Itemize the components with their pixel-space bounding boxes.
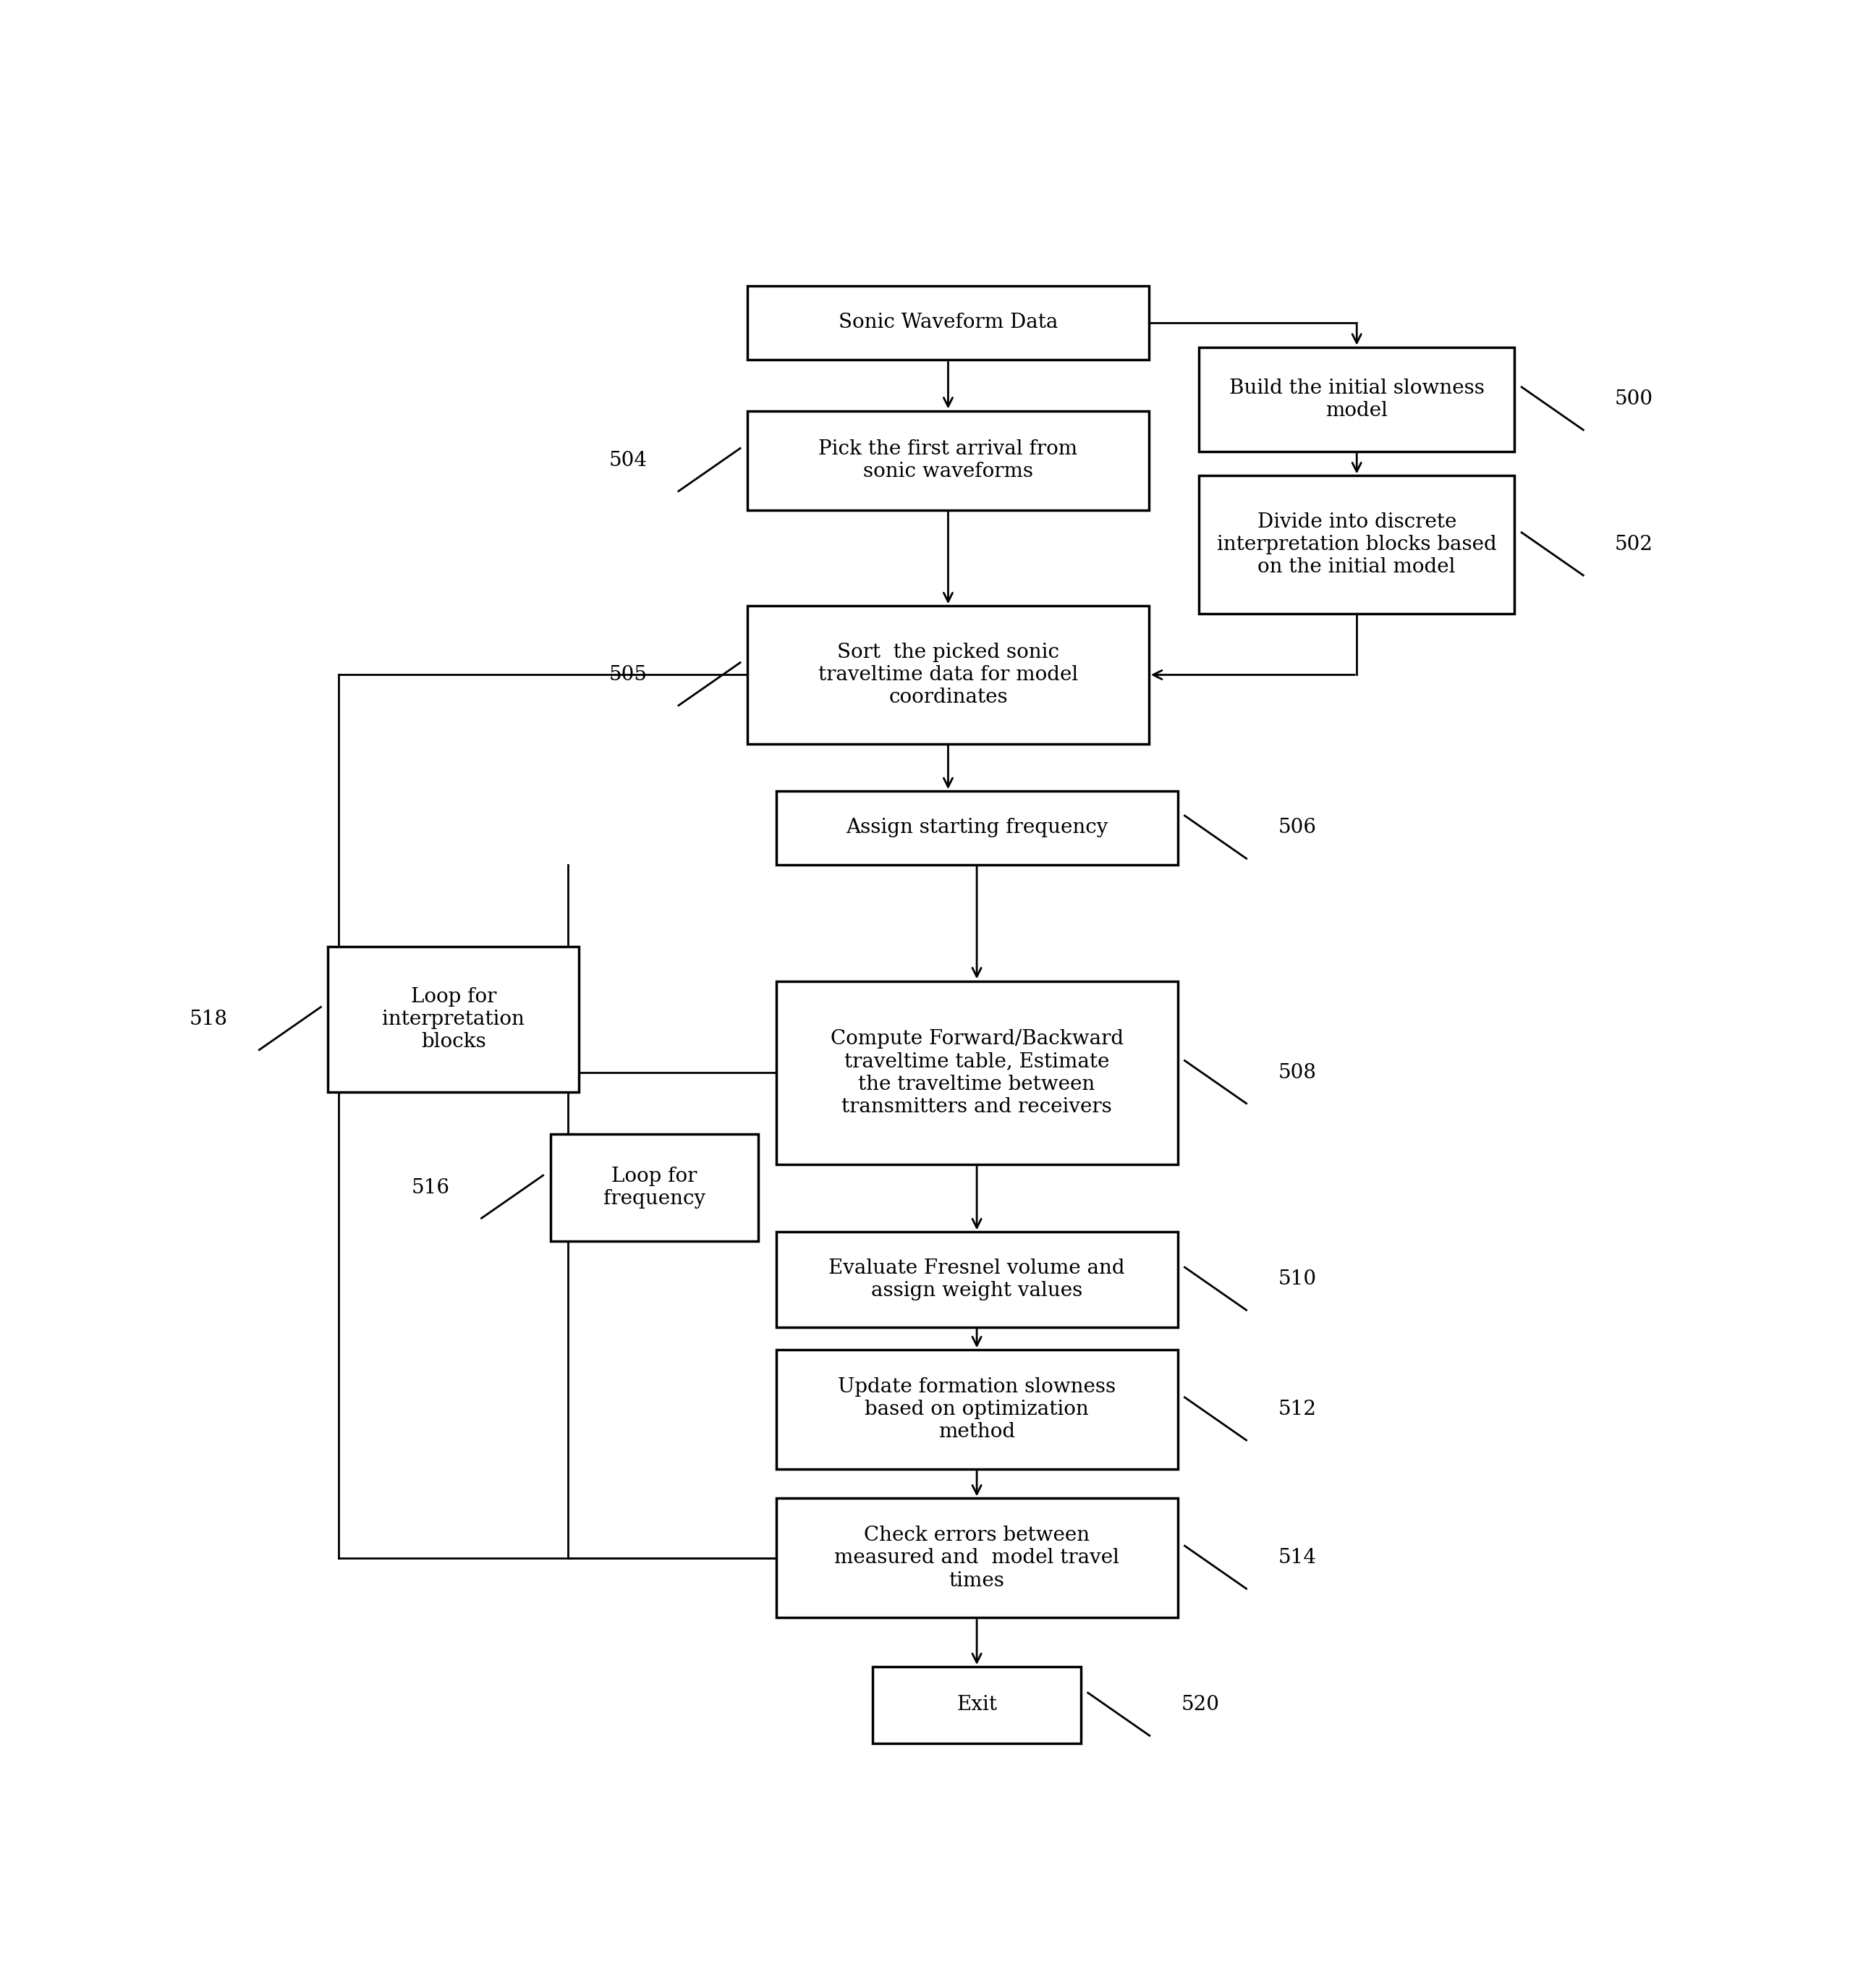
FancyBboxPatch shape <box>549 1133 758 1241</box>
FancyBboxPatch shape <box>873 1666 1080 1743</box>
Text: 504: 504 <box>609 451 647 471</box>
Text: Evaluate Fresnel volume and
assign weight values: Evaluate Fresnel volume and assign weigh… <box>829 1258 1125 1300</box>
Text: Exit: Exit <box>956 1696 997 1716</box>
Text: 514: 514 <box>1278 1549 1315 1569</box>
Text: Compute Forward/Backward
traveltime table, Estimate
the traveltime between
trans: Compute Forward/Backward traveltime tabl… <box>831 1030 1123 1117</box>
FancyBboxPatch shape <box>777 1233 1177 1326</box>
Text: 520: 520 <box>1180 1696 1219 1716</box>
Text: Assign starting frequency: Assign starting frequency <box>845 819 1108 837</box>
FancyBboxPatch shape <box>747 412 1149 511</box>
Text: 508: 508 <box>1278 1064 1315 1083</box>
FancyBboxPatch shape <box>327 946 579 1091</box>
Text: Build the initial slowness
model: Build the initial slowness model <box>1228 378 1484 419</box>
FancyBboxPatch shape <box>747 286 1149 360</box>
FancyBboxPatch shape <box>1199 348 1515 451</box>
Text: 512: 512 <box>1278 1400 1315 1419</box>
Text: 502: 502 <box>1615 535 1654 555</box>
Text: Sonic Waveform Data: Sonic Waveform Data <box>838 312 1058 332</box>
Text: Sort  the picked sonic
traveltime data for model
coordinates: Sort the picked sonic traveltime data fo… <box>818 642 1079 708</box>
Text: Pick the first arrival from
sonic waveforms: Pick the first arrival from sonic wavefo… <box>818 439 1079 481</box>
Text: Loop for
frequency: Loop for frequency <box>603 1167 705 1209</box>
Text: 505: 505 <box>609 666 647 684</box>
FancyBboxPatch shape <box>1199 475 1515 614</box>
Text: 516: 516 <box>411 1177 450 1197</box>
FancyBboxPatch shape <box>777 1350 1177 1469</box>
Text: Loop for
interpretation
blocks: Loop for interpretation blocks <box>383 986 525 1052</box>
FancyBboxPatch shape <box>777 791 1177 865</box>
FancyBboxPatch shape <box>777 980 1177 1165</box>
Text: 510: 510 <box>1278 1270 1317 1290</box>
Text: 500: 500 <box>1615 390 1654 410</box>
Text: Divide into discrete
interpretation blocks based
on the initial model: Divide into discrete interpretation bloc… <box>1217 513 1497 577</box>
FancyBboxPatch shape <box>747 606 1149 744</box>
Text: 506: 506 <box>1278 819 1315 837</box>
Text: 518: 518 <box>189 1010 228 1030</box>
Text: Check errors between
measured and  model travel
times: Check errors between measured and model … <box>834 1525 1119 1590</box>
FancyBboxPatch shape <box>777 1499 1177 1618</box>
Text: Update formation slowness
based on optimization
method: Update formation slowness based on optim… <box>838 1378 1116 1441</box>
